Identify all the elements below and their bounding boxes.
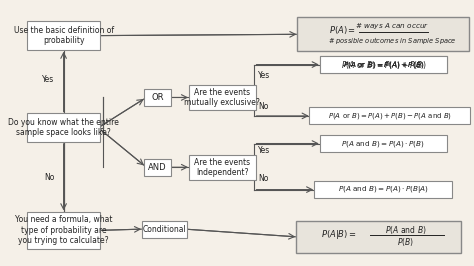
- Text: $\#\ ways\ A\ can\ occur$: $\#\ ways\ A\ can\ occur$: [355, 21, 429, 31]
- FancyBboxPatch shape: [27, 212, 100, 249]
- Text: Yes: Yes: [42, 74, 55, 84]
- Text: $\#\ possible\ outcomes\ in\ Sample\ Space$: $\#\ possible\ outcomes\ in\ Sample\ Spa…: [328, 35, 456, 45]
- Text: OR: OR: [151, 93, 164, 102]
- Text: No: No: [258, 174, 268, 183]
- FancyBboxPatch shape: [144, 159, 171, 176]
- Text: $P(A\ \mathrm{and}\ B) = P(A)\cdot P(B|A)$: $P(A\ \mathrm{and}\ B) = P(A)\cdot P(B|A…: [337, 184, 429, 195]
- FancyBboxPatch shape: [144, 89, 171, 106]
- Text: $P(A\ \mathrm{and}\ B)$: $P(A\ \mathrm{and}\ B)$: [385, 224, 427, 236]
- Text: Are the events
Independent?: Are the events Independent?: [194, 157, 250, 177]
- FancyBboxPatch shape: [319, 135, 447, 152]
- Text: Do you know what the entire
sample space looks like?: Do you know what the entire sample space…: [8, 118, 119, 138]
- FancyBboxPatch shape: [310, 107, 470, 124]
- Text: Use the basic definition of
probability: Use the basic definition of probability: [14, 26, 114, 45]
- Text: No: No: [258, 102, 268, 111]
- Text: You need a formula, what
type of probability are
you trying to calculate?: You need a formula, what type of probabi…: [15, 215, 112, 245]
- FancyBboxPatch shape: [314, 181, 453, 198]
- FancyBboxPatch shape: [296, 221, 461, 253]
- Text: No: No: [44, 173, 55, 182]
- FancyBboxPatch shape: [297, 17, 469, 51]
- Text: Yes: Yes: [258, 146, 270, 155]
- Text: $P(A\ \mathrm{or}\ B) = P(A) + P(B)$: $P(A\ \mathrm{or}\ B) = P(A) + P(B)$: [343, 60, 424, 70]
- Text: Conditional: Conditional: [142, 225, 186, 234]
- Text: $P(A\ \mathrm{and}\ B) = P(A)\cdot P(B)$: $P(A\ \mathrm{and}\ B) = P(A)\cdot P(B)$: [341, 139, 425, 148]
- Text: $P(B)$: $P(B)$: [397, 236, 414, 248]
- Text: $P(A\ \mathrm{or}\ B) = P(A) + P(B)$: $P(A\ \mathrm{or}\ B) = P(A) + P(B)$: [340, 59, 426, 70]
- FancyBboxPatch shape: [319, 56, 447, 73]
- Text: Are the events
mutually exclusive?: Are the events mutually exclusive?: [184, 88, 260, 107]
- FancyBboxPatch shape: [27, 113, 100, 142]
- Text: $P(A\ \mathrm{or}\ B) = P(A) + P(B)$: $P(A\ \mathrm{or}\ B) = P(A) + P(B)$: [343, 60, 424, 70]
- FancyBboxPatch shape: [319, 56, 447, 73]
- Text: $P(A|B) = $: $P(A|B) = $: [321, 228, 356, 241]
- Text: $P(A) = $: $P(A) = $: [329, 24, 356, 36]
- FancyBboxPatch shape: [142, 221, 187, 238]
- Text: Yes: Yes: [258, 71, 270, 80]
- FancyBboxPatch shape: [189, 155, 256, 180]
- FancyBboxPatch shape: [189, 85, 256, 110]
- Text: AND: AND: [148, 163, 167, 172]
- Text: $P(A\ \mathrm{or}\ B) = P(A)+P(B)-P(A\ \mathrm{and}\ B)$: $P(A\ \mathrm{or}\ B) = P(A)+P(B)-P(A\ \…: [328, 111, 452, 121]
- FancyBboxPatch shape: [27, 21, 100, 50]
